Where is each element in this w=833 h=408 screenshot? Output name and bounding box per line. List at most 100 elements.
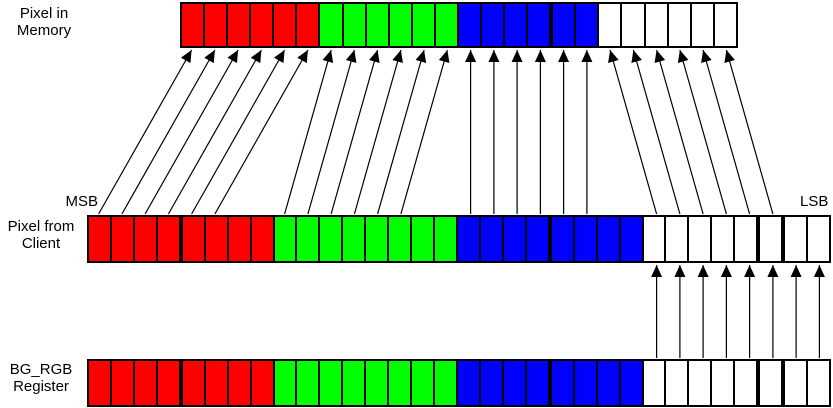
client-bit-cell-red (134, 217, 158, 261)
register-bit-cell-white (643, 361, 667, 405)
memory-bit-cell-green (366, 4, 390, 46)
register-bit-cell-red (251, 361, 275, 405)
register-bit-cell-green (343, 361, 367, 405)
register-bit-cell-blue (480, 361, 504, 405)
memory-bit-cell-red (274, 4, 298, 46)
client-bit-cell-blue (574, 217, 598, 261)
memory-bit-cell-red (182, 4, 206, 46)
client-bit-cell-red (157, 217, 183, 261)
client-bit-cell-red (182, 217, 206, 261)
client-bit-cell-green (389, 217, 413, 261)
register-bit-cell-red (134, 361, 158, 405)
register-bit-cell-white (808, 361, 829, 405)
register-bit-cell-white (712, 361, 736, 405)
memory-bit-cell-blue (505, 4, 529, 46)
bit-mapping-arrow-client-red-to-memory (214, 49, 309, 215)
client-bit-cell-green (366, 217, 390, 261)
memory-bit-cell-white (599, 4, 623, 46)
client-bit-cell-blue (526, 217, 552, 261)
bit-mapping-arrow-client-green-to-memory (307, 49, 357, 215)
client-bit-cell-white (643, 217, 667, 261)
register-bit-cell-blue (597, 361, 621, 405)
memory-bit-cell-green (435, 4, 459, 46)
client-bit-cell-green (412, 217, 436, 261)
client-bit-cell-red (111, 217, 135, 261)
client-bit-cell-white (760, 217, 786, 261)
memory-bit-cell-blue (482, 4, 506, 46)
client-bit-cell-red (228, 217, 252, 261)
register-bit-cell-white (735, 361, 761, 405)
memory-bit-cell-white (668, 4, 692, 46)
bit-mapping-arrow-client-pad-to-memory (631, 49, 681, 215)
bit-mapping-arrow-client-pad-to-memory (724, 49, 774, 215)
bit-mapping-arrow-client-pad-to-memory (608, 49, 658, 215)
register-bit-cell-red (89, 361, 112, 405)
bit-mapping-arrow-client-red-to-memory (121, 49, 216, 215)
memory-bit-cell-white (691, 4, 715, 46)
register-bit-cell-green (274, 361, 298, 405)
client-bit-cell-blue (620, 217, 644, 261)
register-bit-cell-white (760, 361, 786, 405)
register-bit-cell-green (297, 361, 321, 405)
memory-bit-cell-red (251, 4, 275, 46)
client-bit-cell-white (735, 217, 761, 261)
register-bit-cell-green (389, 361, 413, 405)
client-bit-cell-green (274, 217, 298, 261)
memory-bit-row (180, 2, 738, 48)
bit-mapping-arrow-client-green-to-memory (400, 49, 450, 215)
memory-bit-cell-blue (553, 4, 577, 46)
memory-bit-cell-green (412, 4, 436, 46)
bit-mapping-arrow-client-green-to-memory (353, 49, 403, 215)
bit-mapping-arrow-client-red-to-memory (167, 49, 262, 215)
bit-mapping-arrow-client-red-to-memory (191, 49, 286, 215)
register-bit-cell-blue (551, 361, 575, 405)
client-bit-cell-blue (458, 217, 481, 261)
register-bit-cell-green (435, 361, 458, 405)
client-bit-row (87, 215, 831, 263)
register-bit-cell-white (689, 361, 713, 405)
client-bit-cell-blue (597, 217, 621, 261)
msb-label: MSB (65, 193, 98, 210)
register-bit-cell-red (228, 361, 252, 405)
register-bit-cell-green (412, 361, 436, 405)
client-bit-cell-red (205, 217, 229, 261)
client-bit-cell-red (251, 217, 275, 261)
memory-bit-cell-white (645, 4, 669, 46)
bit-mapping-arrow-client-red-to-memory (144, 49, 239, 215)
register-bit-cell-red (157, 361, 183, 405)
bit-mapping-arrow-client-green-to-memory (284, 49, 334, 215)
register-bit-cell-green (320, 361, 344, 405)
memory-bit-cell-red (297, 4, 321, 46)
memory-bit-cell-green (389, 4, 413, 46)
bit-mapping-arrow-client-green-to-memory (377, 49, 427, 215)
client-bit-cell-green (297, 217, 321, 261)
register-bit-cell-white (785, 361, 809, 405)
memory-bit-cell-blue (458, 4, 483, 46)
register-bit-cell-red (111, 361, 135, 405)
client-bit-cell-green (343, 217, 367, 261)
register-bit-cell-red (182, 361, 206, 405)
register-bit-cell-blue (458, 361, 481, 405)
client-bit-cell-green (320, 217, 344, 261)
register-bit-cell-blue (574, 361, 598, 405)
register-bit-cell-green (366, 361, 390, 405)
client-row-label: Pixel from Client (7, 218, 75, 252)
bit-mapping-arrow-client-red-to-memory (98, 49, 193, 215)
register-bit-cell-white (666, 361, 690, 405)
client-bit-cell-white (689, 217, 713, 261)
register-row-label: BG_RGB Register (9, 361, 73, 395)
client-bit-cell-white (785, 217, 809, 261)
memory-bit-cell-white (714, 4, 736, 46)
client-bit-cell-white (666, 217, 690, 261)
register-bit-cell-blue (503, 361, 527, 405)
memory-bit-cell-blue (576, 4, 600, 46)
register-bit-row (87, 359, 831, 407)
memory-bit-cell-red (205, 4, 229, 46)
bit-mapping-arrow-client-pad-to-memory (677, 49, 727, 215)
client-bit-cell-white (808, 217, 829, 261)
bit-mapping-arrow-client-pad-to-memory (701, 49, 751, 215)
memory-bit-cell-red (228, 4, 252, 46)
lsb-label: LSB (800, 193, 829, 210)
